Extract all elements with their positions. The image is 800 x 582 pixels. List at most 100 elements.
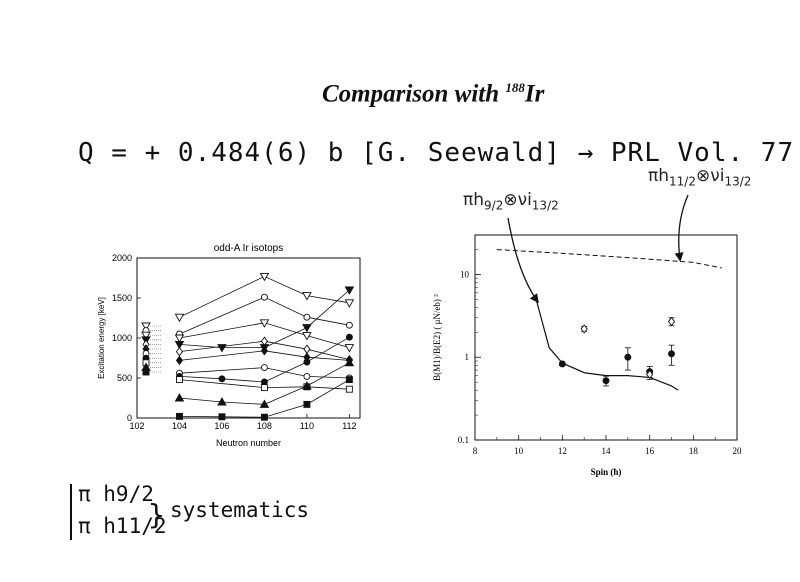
data-point <box>260 293 268 301</box>
y-tick-label: 1000 <box>112 333 132 343</box>
data-point <box>302 292 312 301</box>
data-point <box>303 400 311 408</box>
quadrupole-moment-line: Q = + 0.484(6) b [G. Seewald] → PRL Vol.… <box>78 138 795 168</box>
y-tick-label: 1 <box>465 352 470 362</box>
x-tick-label: 8 <box>473 446 478 456</box>
data-point <box>344 299 355 308</box>
data-point <box>260 364 268 372</box>
systematics-h11: π h11/2 <box>78 514 167 538</box>
bm1-be2-ratio-chart: 8 10 12 14 16 18 20 0.1 1 10 Spin (ħ) B(M1)/B(E2) (… <box>432 234 743 477</box>
series-7 <box>176 364 353 382</box>
x-tick-label: 20 <box>733 446 743 456</box>
data-point <box>303 372 311 380</box>
x-tick-label: 106 <box>214 421 229 431</box>
data-point <box>345 321 353 329</box>
slide-title: Comparison with 188Ir <box>322 80 545 108</box>
x-tick-label: 102 <box>129 421 144 431</box>
series-line <box>179 379 350 390</box>
data-point <box>260 378 268 386</box>
y-axis-label: B(M1)/B(E2) ( μN/eb) ² <box>432 294 442 381</box>
data-point <box>668 350 675 358</box>
data-point <box>260 413 268 421</box>
calculation-curve-dashed <box>496 249 722 269</box>
data-point <box>303 313 311 321</box>
x-tick-label: 12 <box>558 446 567 456</box>
y-tick-label: 1500 <box>112 293 132 303</box>
data-point <box>175 355 184 366</box>
data-point <box>646 369 654 380</box>
legend-marker <box>142 368 150 376</box>
data-point <box>302 381 312 390</box>
systematics-h9: π h9/2 <box>78 482 154 506</box>
data-point <box>174 334 185 343</box>
x-tick-label: 14 <box>602 446 612 456</box>
data-point <box>345 385 353 393</box>
data-point <box>302 332 312 341</box>
x-tick-label: 104 <box>172 421 187 431</box>
data-point <box>667 316 676 327</box>
series-10 <box>174 357 355 408</box>
x-axis-label: Neutron number <box>216 438 281 448</box>
systematics-brace: } <box>148 498 165 531</box>
x-tick-label: 108 <box>257 421 272 431</box>
arrow-to-solid-curve <box>507 217 539 304</box>
y-tick-label: 500 <box>117 373 132 383</box>
plot-frame <box>474 234 738 441</box>
series-line <box>179 340 350 360</box>
legend <box>141 322 162 376</box>
data-point <box>624 353 632 361</box>
legend-marker <box>141 322 151 331</box>
y-axis-label: Excitation energy [keV] <box>97 297 106 379</box>
arrow-to-dashed-curve <box>674 194 689 262</box>
data-point <box>259 319 270 328</box>
data-point <box>345 333 353 341</box>
y-tick-label: 0.1 <box>458 435 469 445</box>
y-tick-label: 10 <box>460 269 470 279</box>
excitation-energy-chart: odd-A Ir isotops Neutron number Excitation… <box>97 243 361 448</box>
data-point <box>602 377 610 385</box>
data-point <box>302 324 312 333</box>
data-point <box>218 413 226 421</box>
data-point <box>217 397 227 406</box>
series-3 <box>174 319 355 353</box>
x-tick-label: 10 <box>514 446 524 456</box>
y-tick-label: 0 <box>127 413 132 423</box>
open-points-series <box>580 316 676 380</box>
series-11 <box>176 376 353 421</box>
title-mass-number: 188 <box>505 80 525 95</box>
legend-marker <box>141 331 151 341</box>
x-tick-label: 112 <box>342 421 356 431</box>
data-point <box>175 346 184 357</box>
data-point <box>260 384 268 392</box>
data-point <box>344 344 355 353</box>
data-point <box>303 358 311 366</box>
plot-frame <box>136 257 361 419</box>
data-point <box>174 393 185 402</box>
series-line <box>179 296 350 335</box>
data-point <box>580 324 588 334</box>
data-point <box>344 357 355 367</box>
annotation-h11-configuration: πh11/2⊗νi13/2 <box>648 166 752 189</box>
series-line <box>179 322 350 348</box>
data-point <box>260 346 268 356</box>
data-point <box>176 412 183 420</box>
data-point <box>259 272 270 282</box>
series-8 <box>176 333 353 386</box>
data-point <box>303 344 311 354</box>
data-point <box>217 344 227 353</box>
data-point <box>218 375 226 383</box>
series-2 <box>176 293 353 338</box>
data-point <box>345 376 353 384</box>
series-1 <box>174 272 355 323</box>
systematics-word: systematics <box>170 498 310 522</box>
data-point <box>344 286 355 295</box>
data-point <box>174 340 185 350</box>
calculation-curve-solid <box>535 299 679 391</box>
data-point <box>260 336 268 346</box>
series-6 <box>175 346 353 366</box>
data-point <box>259 399 270 408</box>
x-tick-label: 16 <box>645 446 655 456</box>
x-tick-label: 110 <box>300 421 314 431</box>
title-element: Ir <box>524 80 545 108</box>
